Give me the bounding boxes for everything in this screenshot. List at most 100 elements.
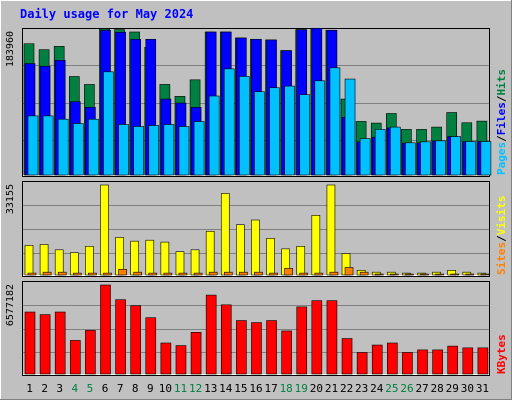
panel-2-bar-visits xyxy=(251,219,260,276)
x-tick-label: 4 xyxy=(72,382,79,395)
panel-3-bar-kbytes xyxy=(115,299,126,375)
panel-2-bar-visits xyxy=(100,184,109,276)
panel-1-bar-pages xyxy=(27,115,39,176)
panel-2-bar-sites xyxy=(118,269,127,276)
panel-2-bar-visits xyxy=(266,238,275,276)
panel-2-bar-sites xyxy=(420,273,429,276)
panel-2-plot-border xyxy=(22,181,490,277)
panel-1-bar-pages xyxy=(374,129,386,176)
panel-1-bar-pages xyxy=(193,121,205,176)
panel-3-bar-kbytes xyxy=(251,322,262,375)
chart-title: Daily usage for May 2024 xyxy=(20,7,193,21)
panel-1-bar-pages xyxy=(480,141,492,176)
panel-3-legend: KBytes xyxy=(495,334,508,374)
panel-3-bar-kbytes xyxy=(236,320,247,375)
panel-1-bar-pages xyxy=(163,124,175,176)
panel-3-bar-kbytes xyxy=(145,317,157,375)
panel-1-bar-pages xyxy=(118,124,129,176)
x-tick-label: 2 xyxy=(41,382,48,395)
panel-1-bar-pages xyxy=(465,141,477,176)
panel-2-bar-sites xyxy=(42,271,52,276)
panel-2-bar-sites xyxy=(390,273,399,276)
panel-2-bar-sites xyxy=(72,272,82,276)
x-tick-label: 21 xyxy=(325,382,338,395)
panel-1-legend: Pages/Files/Hits xyxy=(495,69,508,175)
x-tick-label: 25 xyxy=(385,382,398,395)
panel-3-bar-kbytes xyxy=(432,349,443,375)
x-tick-label: 27 xyxy=(415,382,428,395)
x-tick-label: 15 xyxy=(234,382,247,395)
panel-2-bar-visits xyxy=(160,241,170,276)
panel-2-bar-sites xyxy=(299,272,309,276)
panel-3-bar-kbytes xyxy=(85,330,96,375)
panel-2-bar-sites xyxy=(374,273,384,276)
panel-2-bar-sites xyxy=(57,271,67,276)
panel-2-bar-sites xyxy=(193,272,203,276)
panel-1-bar-pages xyxy=(450,136,462,176)
panel-3-bar-kbytes xyxy=(371,344,383,375)
panel-1-bar-pages xyxy=(314,80,326,176)
panel-2-bar-sites xyxy=(133,271,142,276)
panel-2-bar-visits xyxy=(311,215,321,276)
x-tick-label: 8 xyxy=(132,382,139,395)
panel-2-bar-visits xyxy=(205,230,215,276)
panel-1-bar-pages xyxy=(435,140,446,176)
panel-1-bar-pages xyxy=(284,85,295,176)
panel-3-bar-kbytes xyxy=(387,342,398,375)
panel-2-bar-sites xyxy=(254,271,263,276)
panel-2-bar-sites xyxy=(178,272,188,276)
x-tick-label: 30 xyxy=(461,382,474,395)
panel-3-legend-item: KBytes xyxy=(495,334,508,374)
panel-1-legend-item: / xyxy=(495,95,508,102)
panel-1-bar-pages xyxy=(269,87,280,176)
panel-3-bar-kbytes xyxy=(160,342,172,375)
panel-2-bar-sites xyxy=(88,272,97,276)
panel-1-bar-pages xyxy=(88,118,99,176)
panel-2-bar-visits xyxy=(175,251,185,276)
panel-2-bar-sites xyxy=(103,272,112,276)
x-tick-label: 16 xyxy=(249,382,262,395)
panel-3-bar-kbytes xyxy=(69,340,81,375)
panel-3-bar-kbytes xyxy=(462,347,474,375)
panel-2-bar-sites xyxy=(148,272,158,276)
panel-1-bar-pages xyxy=(133,126,144,176)
panel-3-bar-kbytes xyxy=(24,311,36,375)
panel-3-bar-kbytes xyxy=(341,338,353,375)
panel-1-bar-pages xyxy=(72,123,84,176)
panel-2-bar-sites xyxy=(223,271,233,276)
panel-1-bar-pages xyxy=(148,125,160,176)
x-tick-label: 7 xyxy=(117,382,124,395)
panel-1-legend-item: Hits xyxy=(495,69,508,96)
panel-2-bar-visits xyxy=(85,246,94,276)
panel-2-bar-sites xyxy=(450,273,460,276)
x-tick-label: 10 xyxy=(159,382,172,395)
panel-1-bar-pages xyxy=(329,67,341,176)
panel-3-bar-kbytes xyxy=(205,294,217,375)
panel-2-bar-sites xyxy=(359,271,369,276)
x-tick-label: 17 xyxy=(264,382,277,395)
panel-2-bar-visits xyxy=(54,249,64,276)
x-tick-label: 28 xyxy=(431,382,444,395)
panel-2-bar-sites xyxy=(329,271,339,276)
x-tick-label: 3 xyxy=(56,382,63,395)
x-tick-label: 9 xyxy=(147,382,154,395)
panel-2-bar-visits xyxy=(190,249,200,276)
panel-1-legend-item: Pages xyxy=(495,142,508,175)
panel-3-bar-kbytes xyxy=(100,284,111,375)
panel-2-bar-sites xyxy=(344,267,354,276)
panel-1-bar-pages xyxy=(390,126,401,176)
panel-1-bar-pages xyxy=(420,141,431,176)
panel-1-bar-pages xyxy=(57,118,69,176)
panel-3-bar-kbytes xyxy=(281,330,292,375)
x-tick-label: 18 xyxy=(280,382,293,395)
panel-3-bar-kbytes xyxy=(356,352,368,375)
x-tick-label: 6 xyxy=(102,382,109,395)
panel-2-bar-visits xyxy=(130,240,139,276)
panel-3-bar-kbytes xyxy=(220,304,232,375)
panel-1-bar-pages xyxy=(254,91,265,176)
panel-1-plot-border xyxy=(22,28,490,177)
